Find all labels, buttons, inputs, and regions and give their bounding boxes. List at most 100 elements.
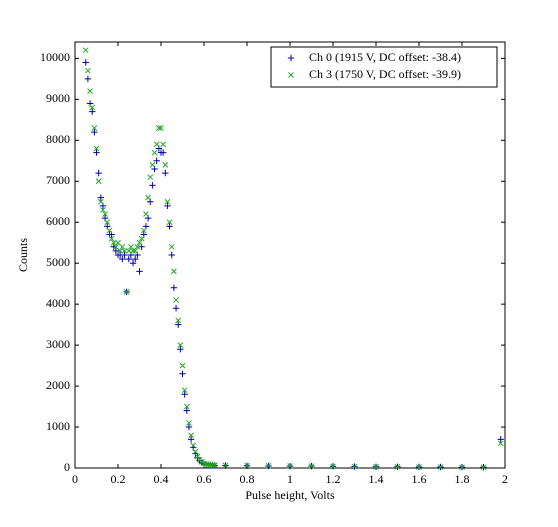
- x-tick-label: 2: [502, 472, 508, 486]
- point: [497, 440, 504, 447]
- point: [166, 223, 173, 230]
- x-axis-label: Pulse height, Volts: [245, 488, 335, 502]
- point: [138, 235, 145, 242]
- point: [308, 463, 315, 470]
- point: [110, 239, 117, 246]
- point: [147, 174, 154, 181]
- point: [287, 463, 293, 469]
- point: [172, 305, 180, 312]
- point: [104, 219, 111, 226]
- point: [170, 284, 178, 291]
- point: [181, 387, 188, 394]
- point: [108, 235, 115, 242]
- y-tick-label: 6000: [46, 214, 70, 228]
- point: [222, 462, 229, 469]
- point: [115, 239, 121, 246]
- point: [82, 59, 89, 66]
- point: [351, 463, 358, 470]
- point: [136, 268, 143, 275]
- y-tick-label: 7000: [46, 173, 70, 187]
- point: [162, 162, 169, 168]
- point: [132, 248, 139, 254]
- legend-label: Ch 0 (1915 V, DC offset: -38.4): [309, 50, 461, 64]
- point: [158, 125, 164, 131]
- point: [143, 211, 149, 217]
- legend-marker: [287, 54, 295, 62]
- point: [187, 436, 195, 443]
- point: [159, 149, 167, 156]
- point: [192, 448, 199, 455]
- point: [140, 227, 147, 234]
- y-tick-label: 0: [64, 460, 70, 474]
- x-tick-label: 0.2: [111, 472, 126, 486]
- point: [91, 125, 98, 131]
- point: [177, 346, 184, 353]
- point: [437, 464, 444, 470]
- point: [179, 362, 186, 369]
- point: [181, 391, 188, 398]
- point: [416, 464, 422, 470]
- point: [149, 182, 156, 189]
- point: [168, 243, 175, 250]
- y-tick-label: 1000: [46, 419, 70, 433]
- point: [171, 268, 177, 275]
- y-tick-label: 10000: [40, 50, 70, 64]
- y-tick-label: 4000: [46, 296, 70, 310]
- x-tick-label: 1.8: [455, 472, 470, 486]
- point: [185, 423, 193, 431]
- point: [168, 251, 175, 259]
- point: [95, 169, 102, 177]
- point: [162, 169, 169, 177]
- point: [132, 255, 139, 263]
- point: [129, 259, 137, 267]
- point: [89, 108, 96, 115]
- point: [164, 198, 171, 205]
- point: [183, 403, 190, 410]
- point: [164, 202, 171, 210]
- point: [149, 162, 156, 168]
- point: [93, 149, 100, 156]
- point: [177, 342, 184, 348]
- point: [134, 243, 141, 250]
- point: [209, 462, 216, 468]
- x-tick-label: 0.4: [154, 472, 169, 486]
- point: [166, 219, 173, 226]
- point: [121, 248, 128, 254]
- point: [82, 47, 89, 54]
- point: [84, 75, 92, 83]
- point: [153, 157, 160, 164]
- point: [91, 128, 98, 136]
- y-axis-label: Counts: [16, 238, 30, 272]
- point: [106, 227, 113, 234]
- point: [244, 462, 250, 469]
- point: [102, 211, 108, 217]
- point: [125, 248, 132, 254]
- point: [130, 248, 136, 254]
- x-tick-label: 0.6: [197, 472, 212, 486]
- point: [100, 207, 106, 213]
- point: [123, 289, 130, 295]
- point: [183, 407, 190, 414]
- point: [190, 442, 197, 449]
- x-tick-label: 1.6: [412, 472, 427, 486]
- point: [128, 243, 134, 250]
- legend-label: Ch 3 (1750 V, DC offset: -39.9): [309, 67, 461, 81]
- y-tick-label: 8000: [46, 132, 70, 146]
- y-tick-label: 5000: [46, 255, 70, 269]
- point: [194, 453, 201, 460]
- point: [330, 463, 336, 470]
- point: [117, 248, 124, 254]
- point: [211, 462, 218, 468]
- point: [119, 255, 126, 263]
- point: [93, 145, 100, 152]
- point: [95, 178, 102, 185]
- point: [97, 198, 104, 205]
- point: [119, 243, 126, 250]
- point: [97, 194, 104, 201]
- point: [145, 194, 151, 201]
- point: [186, 420, 192, 426]
- x-tick-label: 0.8: [240, 472, 255, 486]
- x-tick-label: 1.4: [369, 472, 384, 486]
- point: [160, 141, 167, 148]
